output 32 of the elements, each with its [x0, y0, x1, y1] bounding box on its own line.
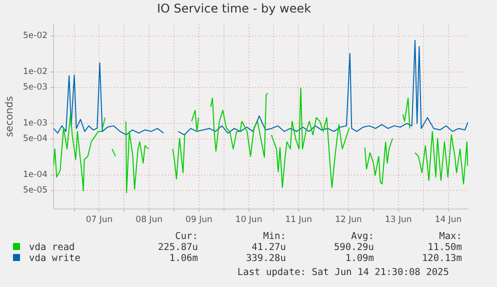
x-tick-label: 10 Jun	[235, 215, 262, 226]
y-tick-label: 5e-04	[22, 134, 48, 144]
text: 590.29u	[332, 242, 374, 253]
x-tick-label: 13 Jun	[384, 215, 412, 226]
legend-label: vda write	[28, 253, 82, 264]
y-tick-label: 1e-02	[22, 67, 48, 78]
y-tick-label: 5e-03	[22, 82, 48, 93]
text: 1.09m	[344, 253, 374, 264]
text: 120.13m	[420, 253, 462, 264]
y-tick-label: 5e-02	[22, 31, 48, 42]
text: 1.06m	[168, 253, 198, 264]
text: Avg:	[350, 231, 374, 242]
x-tick-label: 09 Jun	[186, 215, 212, 226]
y-axis-title: seconds	[4, 96, 16, 138]
text: Cur:	[174, 231, 198, 242]
x-tick-label: 08 Jun	[136, 215, 162, 226]
text: Max:	[438, 231, 462, 242]
legend-label: vda read	[28, 242, 76, 253]
text: Min:	[262, 231, 286, 242]
y-tick-label: 1e-04	[22, 170, 48, 180]
text: 225.87u	[156, 242, 198, 253]
y-tick-label: 1e-03	[22, 118, 48, 129]
x-tick-label: 11 Jun	[285, 215, 312, 226]
text: 41.27u	[250, 242, 286, 253]
x-tick-label: 12 Jun	[335, 215, 362, 226]
text: 339.28u	[244, 253, 286, 264]
text: 11.50m	[426, 242, 462, 253]
x-tick-label: 07 Jun	[86, 215, 113, 226]
text: Last update: Sat Jun 14 21:30:08 2025	[237, 267, 449, 278]
x-tick-label: 14 Jun	[434, 215, 462, 226]
y-tick-label: 5e-05	[22, 186, 48, 196]
chart-title: IO Service time - by week	[156, 1, 312, 16]
